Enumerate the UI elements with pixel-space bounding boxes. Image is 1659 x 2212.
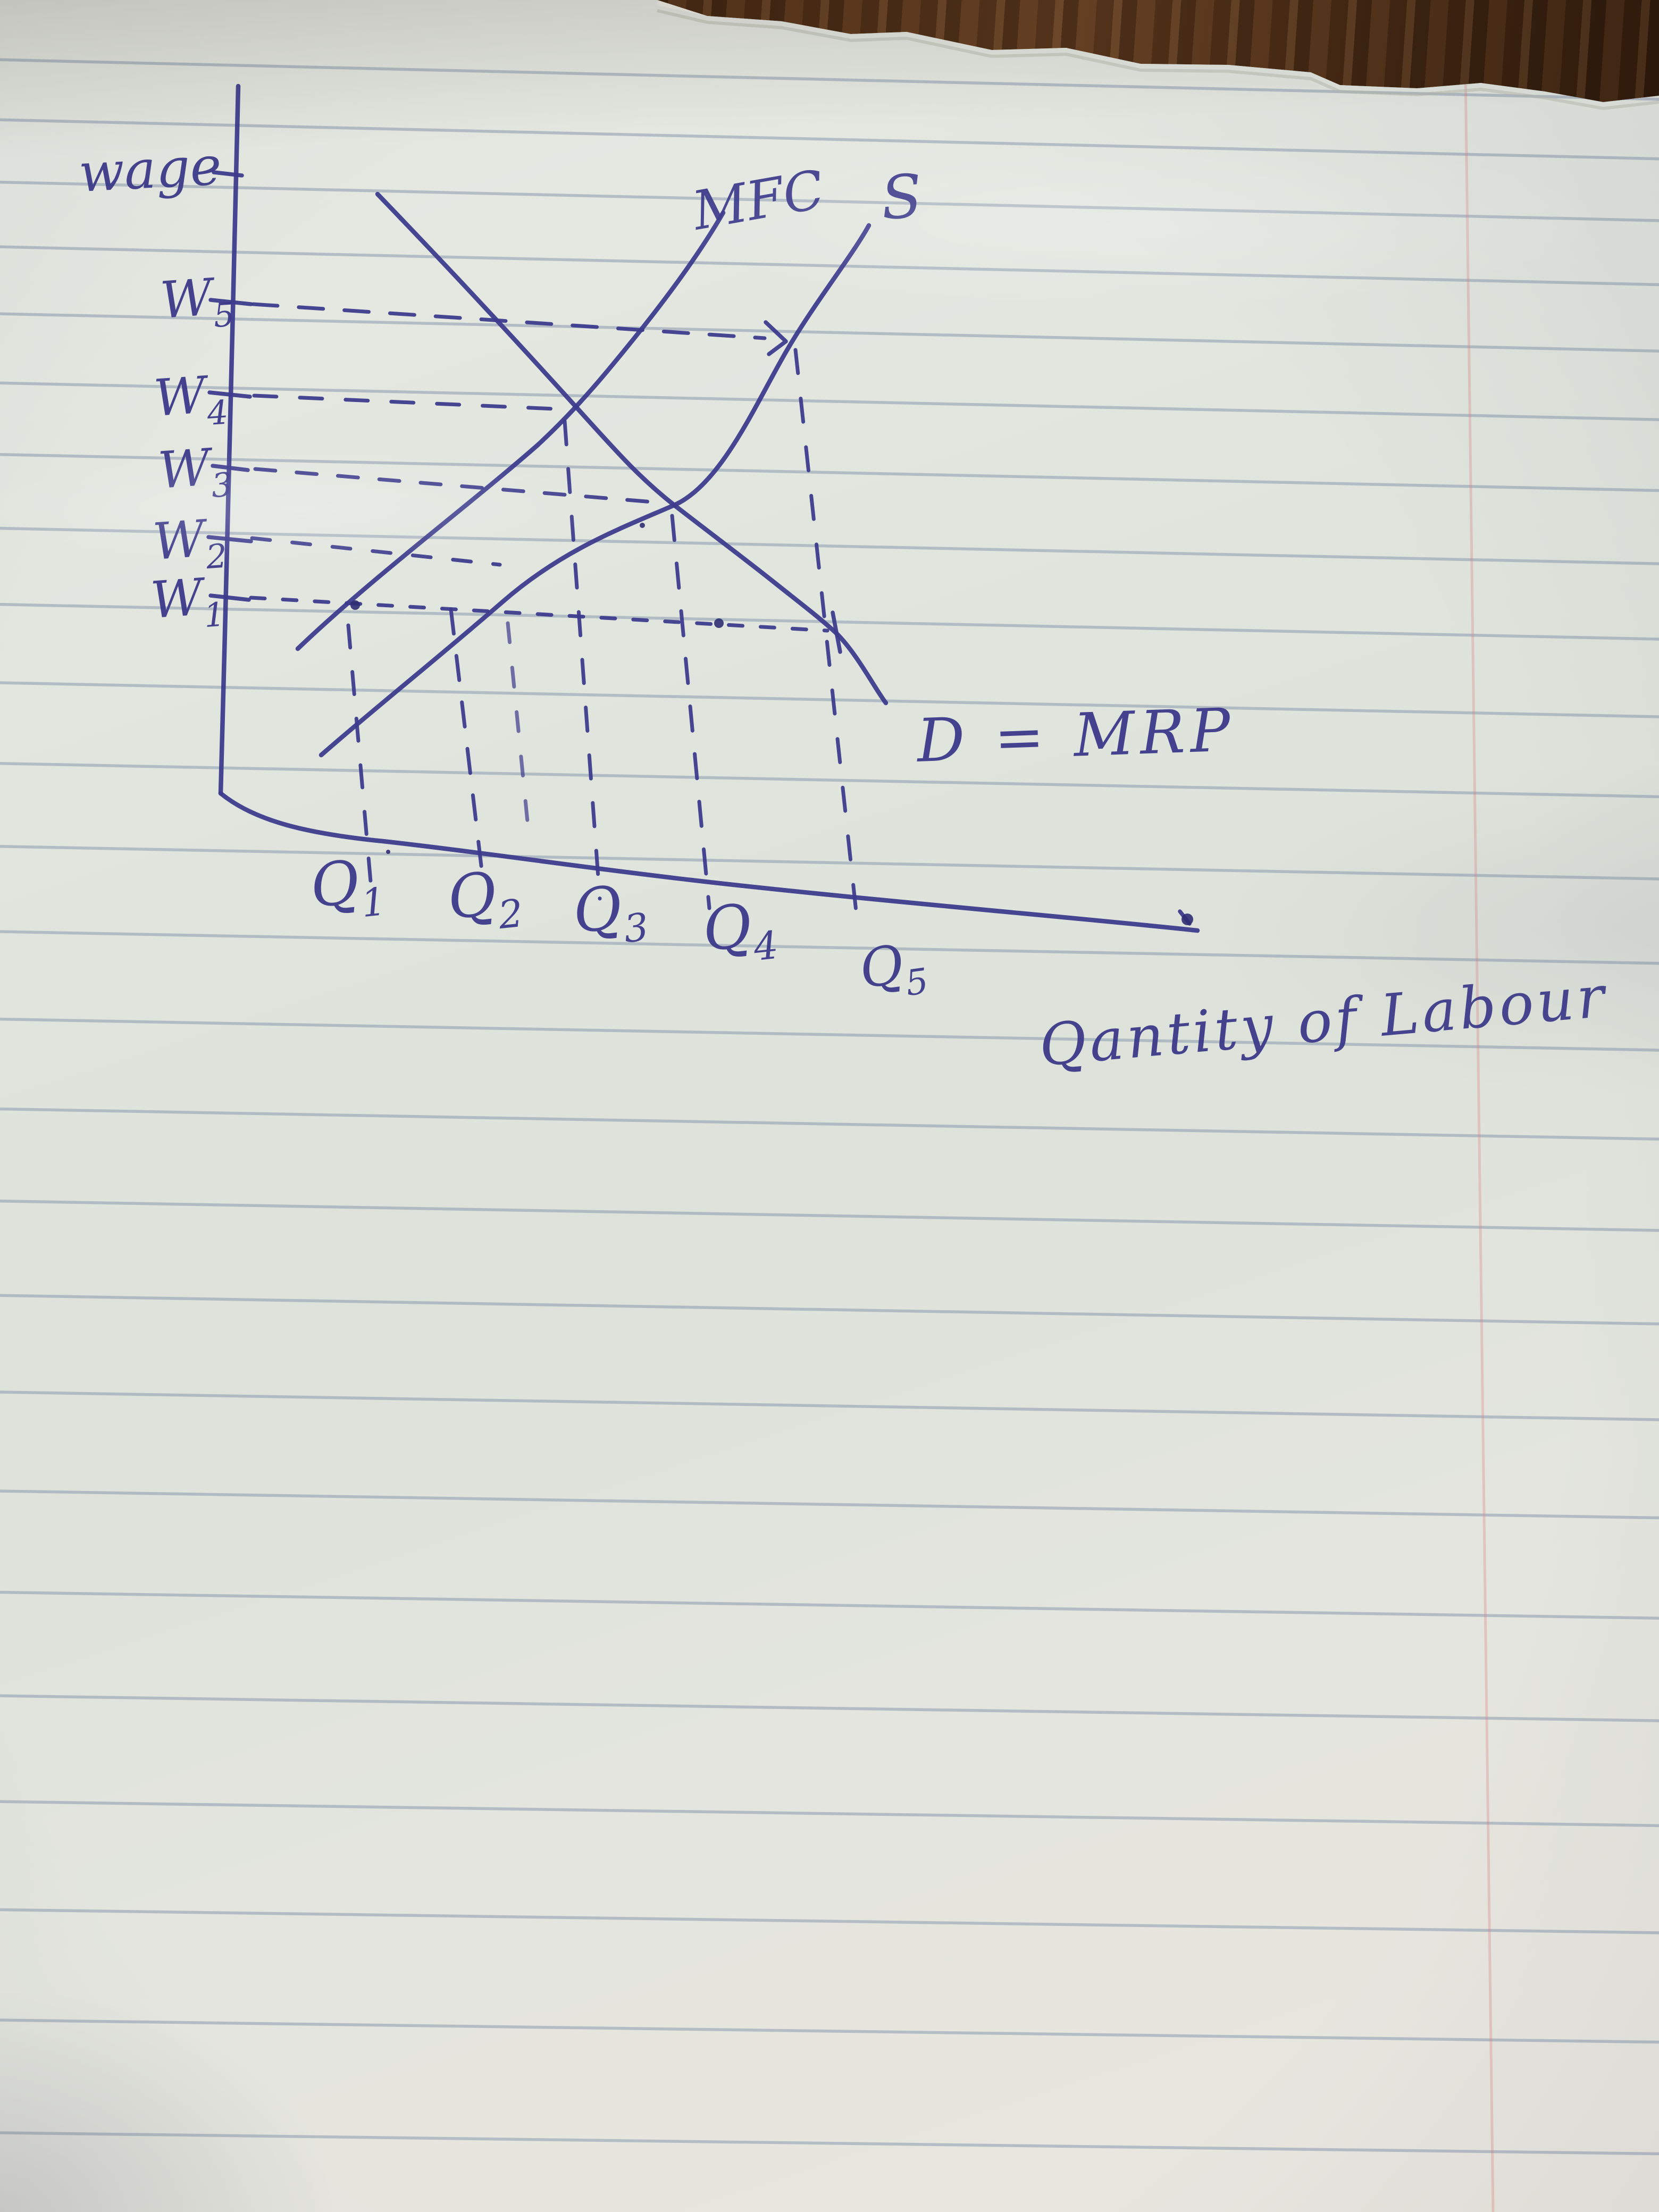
ruled-line: [0, 1694, 1659, 1723]
w5-guide-dashes: [251, 302, 767, 340]
ruled-line: [0, 245, 1659, 287]
q2-guide-dashes: [449, 607, 486, 890]
q3-label-main: Q: [569, 873, 625, 947]
q4-label-main: Q: [699, 891, 755, 965]
q5-label: Q5: [856, 930, 931, 1010]
y-axis-top-tick: [212, 170, 244, 178]
x-axis-line: [218, 791, 1200, 933]
w4-label-sub: 4: [205, 393, 229, 433]
w2-label-sub: 2: [204, 537, 228, 577]
q3-label-sub: 3: [622, 904, 650, 951]
ruled-line: [0, 381, 1659, 422]
q5-label-sub: 5: [903, 960, 931, 1004]
ruled-line: [0, 180, 1659, 222]
ruled-line: [0, 1390, 1659, 1421]
q5-guide-dashes: [793, 348, 859, 923]
ruled-line: [0, 1908, 1659, 1934]
ruled-line: [0, 681, 1659, 718]
x-axis-end-dot: [1182, 914, 1193, 925]
w4-label-main: W: [152, 366, 212, 428]
w5-label: W5: [158, 267, 236, 339]
w2-label: W2: [151, 508, 229, 580]
w1-guide-end-tick: [831, 610, 842, 654]
q2-label: Q2: [444, 857, 525, 943]
mfc-curve-label: MFC: [687, 158, 829, 242]
q5-label-main: Q: [856, 933, 907, 1000]
ruled-line: [0, 1294, 1659, 1326]
ruled-lines-group: [0, 58, 1659, 2156]
w2-label-main: W: [151, 509, 211, 572]
q3-guide-dashes: [563, 419, 602, 901]
ink-group: [206, 83, 1200, 933]
w2-tick: [206, 535, 253, 543]
ruled-line: [0, 1800, 1659, 1828]
w1-guide-dashes: [249, 596, 830, 633]
q1-label-sub: 1: [359, 879, 388, 926]
w3-guide-dashes: [253, 467, 667, 505]
demand-curve-label: D = MRP: [915, 696, 1236, 776]
q1-label: Q1: [307, 845, 388, 931]
ruled-line: [0, 312, 1659, 353]
y-axis-line: [218, 83, 241, 796]
y-axis-title: wage: [77, 135, 223, 204]
ruled-line: [0, 844, 1659, 881]
ruled-line: [0, 930, 1659, 965]
w1-label-main: W: [149, 568, 208, 630]
w2-guide-dashes: [250, 536, 502, 567]
margin-line: [1464, 74, 1495, 2212]
ink-blob-2: [714, 618, 724, 628]
ruled-line: [0, 2018, 1659, 2044]
ruled-line: [0, 761, 1659, 799]
q1-guide-dashes: [346, 623, 373, 884]
q4-label: Q4: [699, 889, 780, 975]
ruled-line: [0, 1107, 1659, 1141]
ink-speck-2: [640, 523, 645, 528]
ruled-line: [0, 602, 1659, 641]
w4-label: W4: [152, 365, 230, 437]
supply-curve-label: S: [879, 162, 925, 233]
w5-tick: [208, 298, 253, 306]
w3-tick: [211, 464, 250, 472]
ruled-line: [0, 1017, 1659, 1052]
w5-label-sub: 5: [212, 295, 236, 336]
w5-guide-arrowhead: [764, 320, 788, 356]
q4-guide-dashes: [670, 514, 711, 910]
w3-label-sub: 3: [210, 465, 233, 506]
ruled-line: [0, 453, 1659, 492]
w4-guide-dashes: [252, 393, 569, 412]
x-axis-title: Qantity of Labour: [1036, 963, 1610, 1079]
ink-blob-1: [350, 600, 360, 610]
q4-label-sub: 4: [751, 923, 780, 969]
ruled-line: [0, 1199, 1659, 1232]
q1-label-main: Q: [307, 848, 363, 921]
ruled-line: [0, 1590, 1659, 1620]
w1-label: W1: [149, 567, 227, 639]
q2-label-main: Q: [444, 859, 500, 933]
supply-curve: [319, 223, 872, 758]
ruled-line: [0, 1489, 1659, 1520]
w3-label: W3: [156, 437, 234, 509]
w3-label-main: W: [156, 438, 216, 500]
w5-label-main: W: [158, 268, 218, 330]
w4-tick: [207, 390, 252, 399]
mfc-curve: [295, 210, 726, 651]
q2-label-sub: 2: [496, 891, 525, 937]
ink-speck-1: [386, 850, 390, 854]
stray-guide-dashes: [506, 621, 530, 824]
ruled-line: [0, 526, 1659, 566]
w1-tick: [208, 593, 251, 602]
ruled-line: [0, 2131, 1659, 2156]
under-page-edge: [657, 9, 1659, 111]
q3-label: Q3: [569, 870, 650, 957]
w1-label-sub: 1: [203, 595, 226, 635]
ruled-line: [0, 118, 1659, 161]
